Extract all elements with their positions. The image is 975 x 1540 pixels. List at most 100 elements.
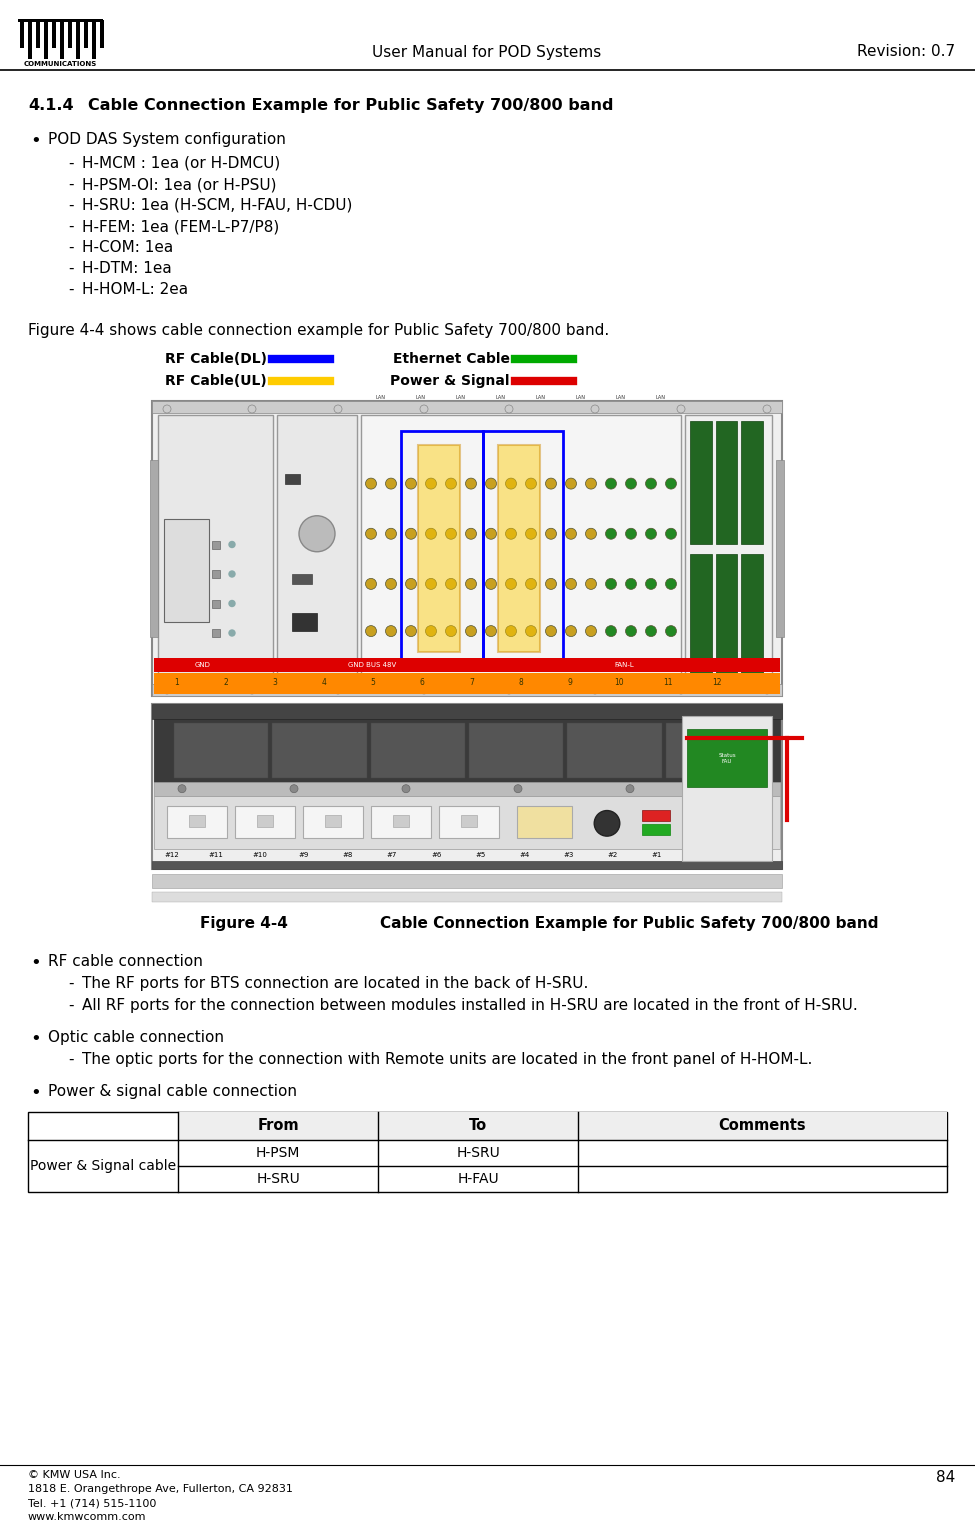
Circle shape bbox=[425, 579, 437, 590]
Bar bbox=[483, 431, 563, 661]
Circle shape bbox=[366, 579, 376, 590]
Circle shape bbox=[605, 625, 616, 636]
Bar bbox=[235, 807, 295, 838]
Circle shape bbox=[406, 477, 416, 490]
Text: 1: 1 bbox=[175, 678, 179, 687]
Circle shape bbox=[425, 625, 437, 636]
Text: Power & Signal cable: Power & Signal cable bbox=[30, 1160, 176, 1173]
Bar bbox=[277, 414, 357, 682]
Circle shape bbox=[505, 528, 517, 539]
Bar bbox=[44, 20, 48, 59]
Bar bbox=[690, 420, 712, 544]
Text: User Manual for POD Systems: User Manual for POD Systems bbox=[372, 45, 602, 60]
Bar bbox=[716, 420, 737, 544]
Text: •: • bbox=[30, 1084, 41, 1103]
Circle shape bbox=[586, 579, 597, 590]
Circle shape bbox=[594, 810, 620, 836]
Bar bbox=[158, 414, 273, 682]
Circle shape bbox=[163, 405, 171, 413]
Circle shape bbox=[626, 528, 637, 539]
Circle shape bbox=[505, 405, 513, 413]
Bar bbox=[152, 704, 782, 869]
Circle shape bbox=[486, 625, 496, 636]
Circle shape bbox=[465, 528, 477, 539]
Bar bbox=[257, 815, 273, 827]
Text: -: - bbox=[68, 240, 73, 256]
Bar bbox=[152, 400, 782, 413]
Text: H-PSM-OI: 1ea (or H-PSU): H-PSM-OI: 1ea (or H-PSU) bbox=[82, 177, 277, 192]
Circle shape bbox=[366, 477, 376, 490]
Circle shape bbox=[526, 625, 536, 636]
Text: LAN: LAN bbox=[456, 394, 466, 400]
Text: LAN: LAN bbox=[376, 394, 386, 400]
Circle shape bbox=[677, 685, 685, 695]
Circle shape bbox=[505, 625, 517, 636]
Circle shape bbox=[334, 685, 342, 695]
Bar bbox=[152, 861, 782, 869]
Text: Power & Signal: Power & Signal bbox=[391, 374, 510, 388]
Bar bbox=[642, 824, 670, 835]
Text: 1818 E. Orangethrope Ave, Fullerton, CA 92831: 1818 E. Orangethrope Ave, Fullerton, CA … bbox=[28, 1485, 292, 1494]
Circle shape bbox=[446, 477, 456, 490]
Text: -: - bbox=[68, 199, 73, 213]
Circle shape bbox=[505, 477, 517, 490]
Text: H-FEM: 1ea (FEM-L-P7/P8): H-FEM: 1ea (FEM-L-P7/P8) bbox=[82, 219, 279, 234]
Circle shape bbox=[566, 579, 576, 590]
Text: The optic ports for the connection with Remote units are located in the front pa: The optic ports for the connection with … bbox=[82, 1052, 812, 1067]
Text: #8: #8 bbox=[343, 852, 353, 858]
Bar bbox=[178, 1112, 947, 1140]
Circle shape bbox=[385, 625, 397, 636]
Text: GND: GND bbox=[194, 662, 211, 668]
Text: 4.1.4: 4.1.4 bbox=[28, 99, 74, 112]
Bar bbox=[361, 414, 681, 682]
Text: H-SRU: 1ea (H-SCM, H-FAU, H-CDU): H-SRU: 1ea (H-SCM, H-FAU, H-CDU) bbox=[82, 199, 352, 213]
Circle shape bbox=[366, 528, 376, 539]
Bar bbox=[174, 722, 268, 778]
Circle shape bbox=[446, 528, 456, 539]
Circle shape bbox=[586, 528, 597, 539]
Bar bbox=[212, 628, 220, 638]
Circle shape bbox=[605, 477, 616, 490]
Bar bbox=[154, 719, 780, 782]
Bar bbox=[469, 722, 564, 778]
Circle shape bbox=[229, 630, 235, 636]
Text: #4: #4 bbox=[520, 852, 530, 858]
Text: #6: #6 bbox=[432, 852, 443, 858]
Bar bbox=[152, 875, 782, 889]
Circle shape bbox=[591, 685, 599, 695]
Circle shape bbox=[505, 579, 517, 590]
Circle shape bbox=[385, 528, 397, 539]
Text: #9: #9 bbox=[298, 852, 309, 858]
Circle shape bbox=[290, 785, 298, 793]
Circle shape bbox=[566, 477, 576, 490]
Circle shape bbox=[402, 785, 410, 793]
Text: To: To bbox=[469, 1118, 488, 1133]
Text: #10: #10 bbox=[253, 852, 267, 858]
Text: LAN: LAN bbox=[416, 394, 426, 400]
Circle shape bbox=[248, 685, 256, 695]
Bar bbox=[20, 20, 24, 48]
Text: Revision: 0.7: Revision: 0.7 bbox=[857, 45, 955, 60]
Bar bbox=[303, 807, 363, 838]
Bar bbox=[60, 20, 64, 59]
Circle shape bbox=[566, 625, 576, 636]
Circle shape bbox=[465, 579, 477, 590]
Text: LAN: LAN bbox=[576, 394, 586, 400]
Circle shape bbox=[299, 516, 335, 551]
Bar bbox=[401, 431, 483, 661]
Text: #3: #3 bbox=[564, 852, 574, 858]
Bar bbox=[292, 574, 312, 584]
Bar bbox=[690, 554, 712, 678]
Bar bbox=[212, 570, 220, 578]
Text: Optic cable connection: Optic cable connection bbox=[48, 1030, 224, 1046]
Text: •: • bbox=[30, 132, 41, 149]
Text: -: - bbox=[68, 282, 73, 297]
Circle shape bbox=[586, 477, 597, 490]
Circle shape bbox=[626, 625, 637, 636]
Text: Cable Connection Example for Public Safety 700/800 band: Cable Connection Example for Public Safe… bbox=[88, 99, 613, 112]
Text: 12: 12 bbox=[713, 678, 722, 687]
Text: 8: 8 bbox=[519, 678, 524, 687]
Circle shape bbox=[526, 477, 536, 490]
Text: The RF ports for BTS connection are located in the back of H-SRU.: The RF ports for BTS connection are loca… bbox=[82, 976, 588, 992]
Bar bbox=[692, 722, 767, 778]
